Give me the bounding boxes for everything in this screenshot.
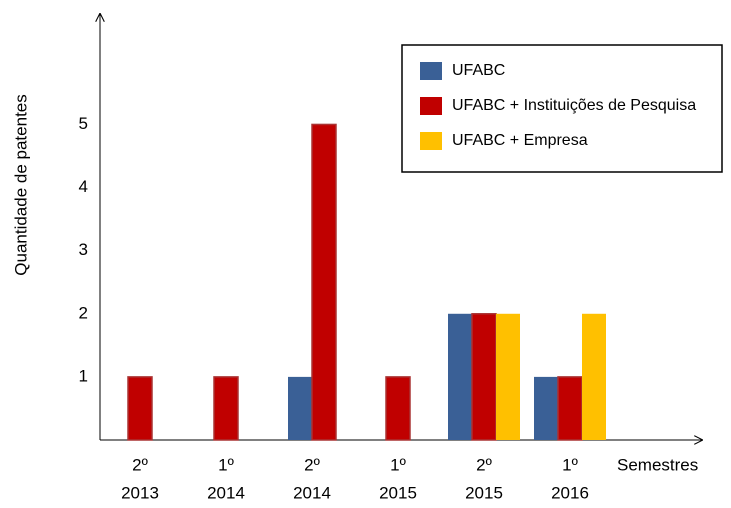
- legend-swatch: [420, 62, 442, 80]
- legend-box: [401, 44, 723, 173]
- x-tick-label: 2º: [132, 455, 148, 474]
- x-tick-label: 2º: [304, 455, 320, 474]
- x-tick-label: 2016: [551, 483, 589, 502]
- x-tick-label: 2015: [379, 483, 417, 502]
- bar: [448, 313, 472, 440]
- y-tick-label: 4: [79, 177, 88, 196]
- legend-swatch: [420, 97, 442, 115]
- x-axis-label: Semestres: [617, 455, 698, 474]
- y-axis-label: Quantidade de patentes: [11, 94, 30, 275]
- bar: [496, 313, 520, 440]
- x-tick-label: 1º: [562, 455, 578, 474]
- bar: [213, 376, 239, 441]
- legend-label: UFABC + Instituições de Pesquisa: [452, 97, 696, 114]
- bar: [311, 123, 337, 441]
- legend-label: UFABC + Empresa: [452, 132, 588, 149]
- bar: [471, 313, 497, 441]
- bar: [127, 376, 153, 441]
- bar: [582, 313, 606, 440]
- x-tick-label: 2014: [207, 483, 245, 502]
- y-tick-label: 2: [79, 303, 88, 322]
- bar: [557, 376, 583, 441]
- bar: [288, 376, 312, 440]
- legend-label: UFABC: [452, 62, 505, 79]
- x-tick-label: 2015: [465, 483, 503, 502]
- x-tick-label: 1º: [218, 455, 234, 474]
- y-tick-label: 5: [79, 114, 88, 133]
- bar: [385, 376, 411, 441]
- x-tick-label: 2º: [476, 455, 492, 474]
- y-tick-label: 3: [79, 240, 88, 259]
- legend-swatch: [420, 132, 442, 150]
- bar: [534, 376, 558, 440]
- x-tick-label: 2013: [121, 483, 159, 502]
- y-tick-label: 1: [79, 366, 88, 385]
- x-tick-label: 2014: [293, 483, 331, 502]
- x-tick-label: 1º: [390, 455, 406, 474]
